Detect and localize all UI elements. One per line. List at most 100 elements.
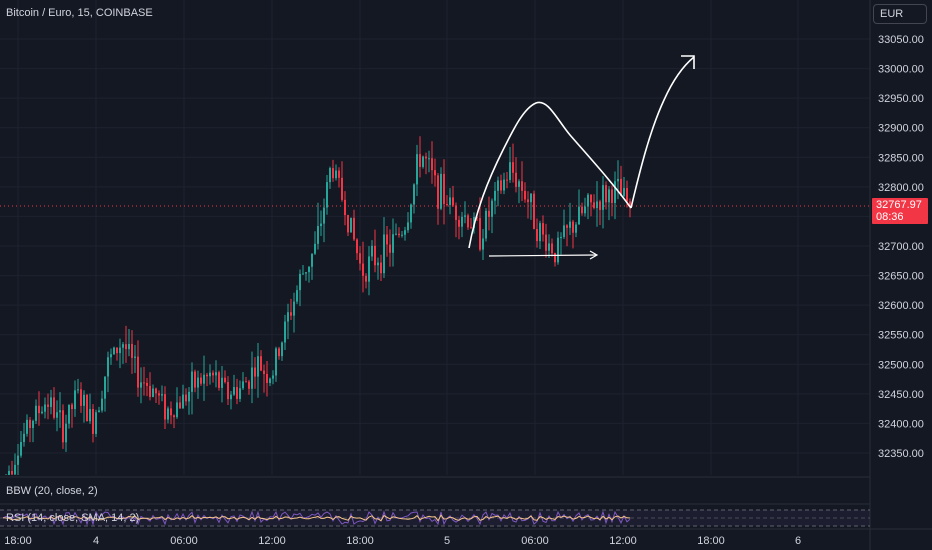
time-tick-label: 18:00 bbox=[346, 535, 374, 547]
candle-body bbox=[305, 272, 307, 274]
candle-body bbox=[440, 173, 442, 209]
candle-body bbox=[623, 188, 625, 196]
candle-body bbox=[449, 197, 451, 205]
candle-body bbox=[566, 225, 568, 228]
candle-body bbox=[434, 170, 436, 176]
candle-body bbox=[497, 180, 499, 191]
candle-body bbox=[404, 230, 406, 235]
candle-body bbox=[350, 217, 352, 233]
candle-body bbox=[35, 405, 37, 421]
candle-body bbox=[482, 238, 484, 250]
chart-grid bbox=[0, 0, 870, 475]
candle-body bbox=[509, 162, 511, 180]
currency-button[interactable]: EUR bbox=[873, 4, 927, 24]
candle-body bbox=[95, 412, 97, 434]
candle-body bbox=[170, 408, 172, 416]
pennant-drawing-base[interactable] bbox=[488, 254, 597, 257]
candle-body bbox=[83, 394, 85, 406]
candle-body bbox=[617, 178, 619, 182]
candle-body bbox=[458, 219, 460, 227]
candle-body bbox=[416, 154, 418, 185]
candle-body bbox=[590, 194, 592, 203]
candle-body bbox=[188, 391, 190, 402]
price-tick-label: 32700.00 bbox=[878, 241, 924, 253]
candle-body bbox=[257, 356, 259, 377]
candle-body bbox=[71, 404, 73, 410]
candle-body bbox=[74, 390, 76, 410]
candle-body bbox=[602, 185, 604, 210]
candle-body bbox=[524, 190, 526, 200]
candle-body bbox=[119, 347, 121, 354]
time-tick-label: 12:00 bbox=[258, 535, 286, 547]
upward-arrow-drawing[interactable] bbox=[630, 56, 695, 209]
candle-body bbox=[359, 253, 361, 264]
candle-body bbox=[584, 206, 586, 214]
candle-body bbox=[221, 377, 223, 388]
candle-body bbox=[407, 222, 409, 231]
candle-body bbox=[527, 199, 529, 203]
candle-body bbox=[329, 168, 331, 183]
candle-body bbox=[344, 199, 346, 216]
candle-body bbox=[149, 385, 151, 397]
candle-body bbox=[173, 415, 175, 418]
candle-body bbox=[158, 393, 160, 396]
candle-body bbox=[506, 179, 508, 181]
candle-body bbox=[593, 202, 595, 208]
rsi-indicator-label[interactable]: RSI (14, close, SMA, 14, 2) bbox=[6, 512, 140, 524]
candle-body bbox=[284, 321, 286, 343]
candle-body bbox=[197, 377, 199, 388]
price-tick-label: 32850.00 bbox=[878, 152, 924, 164]
price-tick-label: 33050.00 bbox=[878, 34, 924, 46]
candle-body bbox=[335, 170, 337, 179]
candle-body bbox=[371, 245, 373, 257]
candle-body bbox=[185, 394, 187, 402]
candle-body bbox=[386, 234, 388, 245]
candle-body bbox=[8, 470, 10, 475]
candle-body bbox=[365, 275, 367, 282]
candle-body bbox=[446, 204, 448, 206]
bbw-indicator-label[interactable]: BBW (20, close, 2) bbox=[6, 485, 98, 497]
candle-body bbox=[287, 312, 289, 322]
symbol-title[interactable]: Bitcoin / Euro, 15, COINBASE bbox=[6, 7, 153, 19]
candle-body bbox=[470, 227, 472, 229]
candle-body bbox=[65, 423, 67, 443]
candle-body bbox=[308, 266, 310, 273]
candle-body bbox=[536, 228, 538, 242]
candle-body bbox=[233, 387, 235, 395]
candle-body bbox=[425, 156, 427, 159]
candle-body bbox=[437, 175, 439, 209]
candle-body bbox=[377, 262, 379, 266]
candle-body bbox=[32, 420, 34, 429]
price-axis[interactable]: 32350.00 32400.00 32450.00 32500.00 32550.00… bbox=[878, 34, 924, 460]
candle-body bbox=[251, 367, 253, 389]
candle-body bbox=[296, 290, 298, 302]
time-tick-label: 5 bbox=[444, 535, 450, 547]
candle-body bbox=[410, 204, 412, 223]
price-tick-label: 32550.00 bbox=[878, 330, 924, 342]
time-axis[interactable]: 18:00 4 06:00 12:00 18:00 5 06:00 12:00 18:00 6 bbox=[4, 535, 801, 547]
candle-body bbox=[179, 402, 181, 409]
candle-body bbox=[200, 377, 202, 384]
candle-body bbox=[521, 181, 523, 191]
candle-body bbox=[281, 342, 283, 357]
candle-body bbox=[383, 234, 385, 274]
candle-body bbox=[176, 402, 178, 418]
price-tick-label: 32800.00 bbox=[878, 182, 924, 194]
candle-body bbox=[230, 394, 232, 400]
candle-body bbox=[206, 374, 208, 377]
candle-body bbox=[431, 158, 433, 171]
pennant-drawing-upper[interactable] bbox=[468, 101, 632, 249]
candle-body bbox=[332, 168, 334, 179]
candle-body bbox=[317, 226, 319, 244]
candle-body bbox=[29, 419, 31, 429]
candle-body bbox=[59, 410, 61, 413]
candle-body bbox=[503, 179, 505, 191]
time-tick-label: 6 bbox=[795, 535, 801, 547]
candle-body bbox=[554, 253, 556, 263]
candle-body bbox=[146, 382, 148, 386]
candle-body bbox=[545, 234, 547, 251]
price-countdown: 08:36 bbox=[876, 211, 904, 223]
candlesticks bbox=[5, 136, 631, 475]
candle-body bbox=[143, 382, 145, 384]
